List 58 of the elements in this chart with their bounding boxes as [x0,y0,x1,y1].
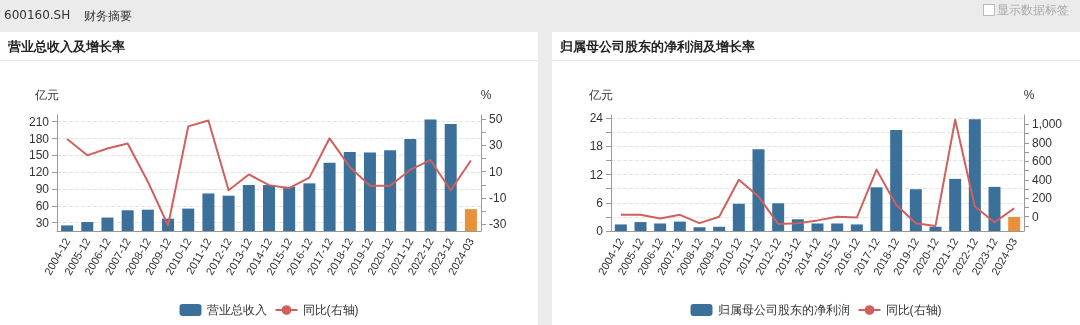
bar [614,224,627,231]
y-tick-label: 60 [35,198,50,213]
bar [752,149,765,231]
y-tick-label: 30 [35,215,50,230]
text: 显示数据标签 [997,2,1069,19]
y-axis-title: 亿元 [34,88,59,102]
bar [988,186,1001,231]
y2-axis-title: % [480,88,492,102]
bar [870,187,883,231]
y2-tick-label: 800 [1032,135,1053,150]
bar [850,224,863,231]
y-tick-label: 150 [28,148,50,163]
y-tick-label: 18 [589,139,604,154]
legend-label: 同比(右轴) [302,303,359,317]
bar [693,227,706,231]
bar [634,222,647,231]
bar [732,203,745,231]
y2-tick-label: 0 [1032,209,1039,224]
y2-tick-label: 1,000 [1032,117,1063,132]
bar [831,223,844,231]
legend-label: 归属母公司股东的净利润 [717,303,850,317]
y2-tick-label: -30 [489,217,507,232]
y2-tick-label: -10 [489,191,507,206]
y-axis-title: 亿元 [588,88,613,102]
bar [772,203,785,231]
bar [1008,216,1021,231]
bar [949,178,962,231]
bar [811,223,824,231]
y2-tick-label: 30 [489,138,503,153]
y-tick-label: 24 [589,111,604,126]
y2-tick-label: 50 [489,111,503,126]
y-tick-label: 120 [28,165,50,180]
line-series [66,119,472,227]
bar [890,130,903,231]
bar [713,226,726,231]
text: 600160.SH [4,8,71,22]
line-series [619,118,1016,227]
y-tick-label: 0 [596,224,604,238]
bar [673,221,686,231]
y2-tick-label: 10 [489,164,503,179]
legend-label: 同比(右轴) [885,303,942,317]
y-tick-label: 210 [28,114,50,129]
text: 财务摘要 [84,8,132,25]
y-tick-label: 180 [28,131,50,146]
y2-tick-label: 400 [1032,172,1053,187]
y2-axis-title: % [1023,88,1035,102]
y-tick-label: 90 [35,181,50,196]
y-tick-label: 6 [596,195,604,210]
bar [929,226,942,231]
bar [654,223,667,231]
legend-label: 营业总收入 [206,303,267,317]
bar [968,119,981,231]
chart-title: 归属母公司股东的净利润及增长率 [560,38,755,56]
y-tick-label: 12 [589,167,604,182]
bar [909,189,922,231]
chart-title: 营业总收入及增长率 [8,38,125,56]
y2-tick-label: 600 [1032,154,1053,169]
y2-tick-label: 200 [1032,191,1053,206]
